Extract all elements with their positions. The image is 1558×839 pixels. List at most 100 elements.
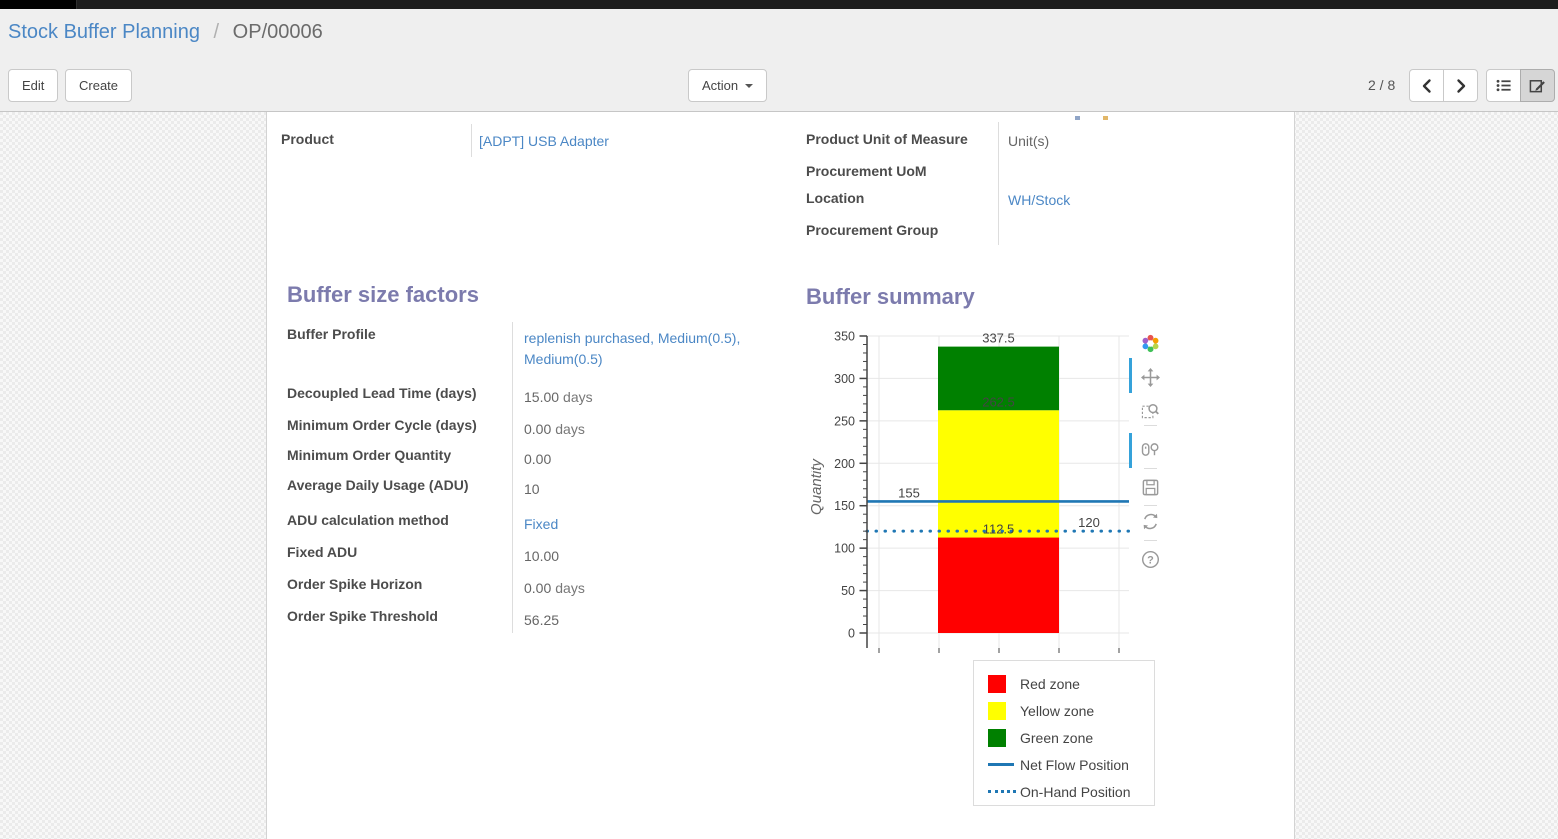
chevron-left-icon xyxy=(1422,78,1431,93)
edit-pencil-icon xyxy=(1529,80,1545,93)
form-view-button[interactable] xyxy=(1520,69,1555,102)
legend-label[interactable]: Net Flow Position xyxy=(1020,756,1129,773)
clipped-row-fragment xyxy=(1103,116,1108,120)
field-row: Order Spike Horizon 0.00 days xyxy=(287,576,777,596)
breadcrumb-parent-link[interactable]: Stock Buffer Planning xyxy=(8,21,200,43)
action-dropdown-button[interactable]: Action xyxy=(688,69,768,102)
legend-label[interactable]: On-Hand Position xyxy=(1020,783,1131,800)
modebar-separator xyxy=(1144,425,1157,426)
adu-method-link[interactable]: Fixed xyxy=(524,516,559,532)
svg-text:262.5: 262.5 xyxy=(982,394,1015,409)
reset-axes-icon xyxy=(1143,513,1158,530)
svg-text:200: 200 xyxy=(834,457,855,471)
field-row: Decoupled Lead Time (days) 15.00 days xyxy=(287,385,777,405)
svg-text:100: 100 xyxy=(834,542,855,556)
content-area: Product [ADPT] USB Adapter Product Unit … xyxy=(0,112,1558,839)
field-value: 0.00 xyxy=(524,451,552,467)
column-separator xyxy=(998,122,999,245)
field-row: Product Unit of Measure Unit(s) xyxy=(806,131,1286,149)
pager-previous-button[interactable] xyxy=(1409,69,1444,102)
caret-down-icon xyxy=(745,83,754,88)
legend-swatch-square xyxy=(988,728,1020,747)
chart-legend: Red zone Yellow zone Green zone Net Flow Po… xyxy=(973,660,1155,806)
legend-label[interactable]: Green zone xyxy=(1020,729,1094,746)
field-row-product: Product [ADPT] USB Adapter xyxy=(281,131,781,149)
field-row: Location WH/Stock xyxy=(806,190,1286,208)
pan-button[interactable] xyxy=(1141,368,1160,387)
legend-item: Yellow zone xyxy=(988,697,1154,724)
field-value: replenish purchased, Medium(0.5), Medium… xyxy=(524,328,776,370)
legend-swatch-square xyxy=(988,701,1020,720)
svg-text:150: 150 xyxy=(834,499,855,513)
field-label: Procurement Group xyxy=(806,222,939,238)
help-icon: ? xyxy=(1141,550,1160,569)
legend-item: Net Flow Position xyxy=(988,751,1154,778)
plotly-logo-button[interactable] xyxy=(1141,334,1160,353)
svg-text:0: 0 xyxy=(848,627,855,641)
field-row: Fixed ADU 10.00 xyxy=(287,544,777,564)
breadcrumb: Stock Buffer Planning / OP/00006 xyxy=(8,21,323,44)
buffer-profile-link[interactable]: replenish purchased, Medium(0.5), Medium… xyxy=(524,330,741,367)
form-sheet: Product [ADPT] USB Adapter Product Unit … xyxy=(266,112,1295,839)
section-title-buffer-summary: Buffer summary xyxy=(806,284,975,309)
field-row: Order Spike Threshold 56.25 xyxy=(287,608,777,628)
field-label: Procurement UoM xyxy=(806,163,927,179)
reset-axes-button[interactable] xyxy=(1141,512,1160,531)
box-zoom-button[interactable] xyxy=(1141,401,1160,420)
product-link[interactable]: [ADPT] USB Adapter xyxy=(479,133,609,149)
breadcrumb-current: OP/00006 xyxy=(232,21,323,43)
field-label: Order Spike Threshold xyxy=(287,608,438,624)
field-row: ADU calculation method Fixed xyxy=(287,512,777,532)
plotly-logo-icon xyxy=(1142,334,1159,353)
svg-text:112.5: 112.5 xyxy=(983,522,1015,537)
pager-next-button[interactable] xyxy=(1443,69,1478,102)
list-view-button[interactable] xyxy=(1486,69,1521,102)
field-value: 10.00 xyxy=(524,548,560,564)
download-plot-button[interactable] xyxy=(1141,478,1160,497)
field-label: Order Spike Horizon xyxy=(287,576,423,592)
top-navbar xyxy=(0,0,1558,9)
action-label: Action xyxy=(702,78,739,93)
help-button[interactable]: ? xyxy=(1141,550,1160,569)
modebar-separator xyxy=(1144,540,1157,541)
field-value: [ADPT] USB Adapter xyxy=(479,133,609,151)
field-label: Average Daily Usage (ADU) xyxy=(287,477,469,493)
field-row: Procurement Group xyxy=(806,222,1286,240)
field-label: Minimum Order Cycle (days) xyxy=(287,417,477,433)
legend-swatch-line xyxy=(988,790,1020,793)
field-value: 10 xyxy=(524,481,540,497)
modebar-active-indicator xyxy=(1129,433,1132,468)
field-label: ADU calculation method xyxy=(287,512,449,528)
compare-hover-icon xyxy=(1141,443,1159,456)
svg-text:120: 120 xyxy=(1078,515,1100,530)
legend-item: Red zone xyxy=(988,670,1154,697)
create-button[interactable]: Create xyxy=(65,69,133,102)
legend-label[interactable]: Yellow zone xyxy=(1020,702,1095,719)
pager-count: 2 / 8 xyxy=(1368,77,1396,93)
legend-item: On-Hand Position xyxy=(988,778,1154,805)
field-value: Unit(s) xyxy=(1008,133,1050,149)
view-switcher xyxy=(1486,69,1555,102)
field-label: Decoupled Lead Time (days) xyxy=(287,385,477,401)
field-value: 0.00 days xyxy=(524,580,585,596)
save-disk-icon xyxy=(1142,479,1159,496)
top-navbar-menu-segment[interactable] xyxy=(0,0,77,9)
field-row: Buffer Profile replenish purchased, Medi… xyxy=(287,326,777,367)
location-link[interactable]: WH/Stock xyxy=(1008,192,1071,208)
svg-text:337.5: 337.5 xyxy=(982,331,1015,346)
list-icon xyxy=(1496,79,1511,92)
section-title-buffer-size-factors: Buffer size factors xyxy=(287,282,479,307)
svg-text:155: 155 xyxy=(898,485,920,500)
modebar-separator xyxy=(1144,505,1157,506)
field-label: Location xyxy=(806,190,865,206)
chart-plot-area[interactable]: 0 50 100 150 200 250 300 350 112.5 262.5 337.5 155 1… xyxy=(808,322,1171,657)
edit-button[interactable]: Edit xyxy=(8,69,59,102)
control-panel: Stock Buffer Planning / OP/00006 Edit Cr… xyxy=(0,9,1558,112)
svg-text:350: 350 xyxy=(834,330,855,344)
pan-icon xyxy=(1141,368,1160,387)
legend-swatch-line xyxy=(988,763,1020,766)
legend-label[interactable]: Red zone xyxy=(1020,675,1080,692)
field-label: Buffer Profile xyxy=(287,326,376,342)
compare-on-hover-button[interactable] xyxy=(1141,440,1160,459)
